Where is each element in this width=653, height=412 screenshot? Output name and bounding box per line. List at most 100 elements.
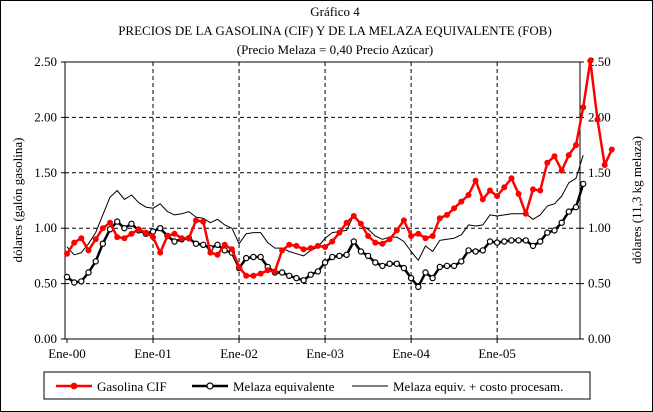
data-point-gasolina-cif [228,246,235,253]
data-point-gasolina-cif [257,270,264,277]
data-point-gasolina-cif [429,232,436,239]
data-point-melaza-equivalente [386,260,393,267]
data-point-gasolina-cif [415,230,422,237]
data-point-gasolina-cif [343,219,350,226]
x-tick-label: Ene-04 [392,346,430,361]
data-point-melaza-equivalente [515,237,522,244]
x-tick-label: Ene-02 [220,346,258,361]
data-point-melaza-equivalente [479,247,486,254]
legend: Gasolina CIF Melaza equivalente Melaza equ… [43,371,591,400]
data-point-gasolina-cif [264,267,271,274]
data-point-gasolina-cif [465,191,472,198]
data-point-gasolina-cif [537,187,544,194]
y-tick-label-left: 1.50 [34,165,57,180]
data-point-gasolina-cif [587,57,594,64]
data-point-melaza-equivalente [343,251,350,258]
x-tick-label: Ene-05 [478,346,516,361]
data-point-melaza-equivalente [156,224,164,232]
y-tick-label-right: 1.50 [588,165,611,180]
legend-box [43,371,591,400]
data-point-melaza-equivalente [407,274,415,282]
data-point-gasolina-cif [192,217,199,224]
chart-subtitle: (Precio Melaza = 0,40 Precio Azúcar) [237,42,433,57]
data-point-gasolina-cif [78,235,85,242]
data-point-gasolina-cif [243,272,250,279]
chart-label: Gráfico 4 [310,4,360,19]
data-point-melaza-equivalente [192,240,200,247]
data-point-melaza-equivalente [250,253,257,261]
data-point-gasolina-cif [522,210,529,217]
data-point-melaza-equivalente [537,238,544,245]
data-point-gasolina-cif [386,236,393,243]
data-point-melaza-equivalente [242,254,250,262]
x-tick-label: Ene-00 [48,346,86,361]
data-point-gasolina-cif [515,190,522,197]
data-point-gasolina-cif [558,167,565,174]
data-point-gasolina-cif [329,238,336,245]
data-point-gasolina-cif [357,220,364,227]
y-tick-label-right: 2.50 [588,54,611,69]
data-point-gasolina-cif [350,212,357,219]
data-point-gasolina-cif [422,235,429,242]
data-point-gasolina-cif [400,217,407,224]
data-point-melaza-equivalente [357,248,365,255]
data-point-melaza-equivalente [551,227,558,234]
data-point-melaza-equivalente [415,283,422,291]
y-tick-label-left: 0.50 [34,276,57,291]
y-tick-label-right: 2.00 [588,109,611,124]
data-point-melaza-equivalente [314,268,322,275]
data-point-gasolina-cif [530,186,537,193]
grid-layer [65,62,580,339]
data-point-melaza-equivalente [364,252,372,260]
data-point-melaza-equivalente [486,238,494,245]
y-tick-label-right: 0.50 [588,276,611,291]
data-point-gasolina-cif [594,116,601,123]
data-point-melaza-equivalente [321,259,329,266]
data-point-melaza-equivalente [63,273,71,281]
data-point-gasolina-cif [107,219,114,226]
data-point-gasolina-cif [393,227,400,234]
legend-marker-gasolina-cif [70,382,78,390]
data-point-melaza-equivalente [393,260,400,267]
series-layer [63,57,615,291]
data-point-gasolina-cif [250,272,257,279]
data-point-melaza-equivalente [350,238,357,245]
y-tick-label-left: 2.50 [34,54,57,69]
data-point-gasolina-cif [601,161,608,168]
data-point-gasolina-cif [551,153,558,160]
chart-title: PRECIOS DE LA GASOLINA (CIF) Y DE LA MEL… [118,23,552,38]
data-point-gasolina-cif [580,104,587,111]
data-point-melaza-equivalente [508,237,515,244]
data-point-gasolina-cif [501,184,508,191]
data-point-gasolina-cif [149,234,156,241]
data-point-gasolina-cif [544,159,551,166]
data-point-gasolina-cif [322,243,329,250]
data-point-melaza-equivalente [128,220,135,227]
data-point-gasolina-cif [372,239,379,246]
data-point-melaza-equivalente [329,253,336,261]
data-point-gasolina-cif [486,187,493,194]
data-point-melaza-equivalente [336,252,343,260]
data-point-gasolina-cif [314,242,321,249]
data-point-gasolina-cif [458,198,465,205]
data-point-melaza-equivalente [572,203,580,211]
data-point-melaza-equivalente [99,240,107,247]
data-point-gasolina-cif [221,241,228,248]
data-point-melaza-equivalente [544,229,551,236]
data-point-gasolina-cif [286,241,293,248]
data-point-gasolina-cif [92,236,99,243]
data-point-gasolina-cif [71,239,78,246]
plot-area [64,61,581,340]
data-point-gasolina-cif [200,218,207,225]
legend-label-melaza-equivalente: Melaza equivalente [233,379,335,394]
data-point-gasolina-cif [164,232,171,239]
data-point-melaza-equivalente [286,272,293,279]
x-tick-label: Ene-01 [134,346,172,361]
legend-marker-melaza-equivalente [206,382,214,390]
tick-layer: 0.00 0.00 0.50 0.50 1.00 1.00 1.50 1.50 2.00 2.00… [34,54,611,361]
y-tick-label-right: 0.00 [588,331,611,346]
data-point-gasolina-cif [171,230,178,237]
data-point-melaza-equivalente [522,237,530,244]
